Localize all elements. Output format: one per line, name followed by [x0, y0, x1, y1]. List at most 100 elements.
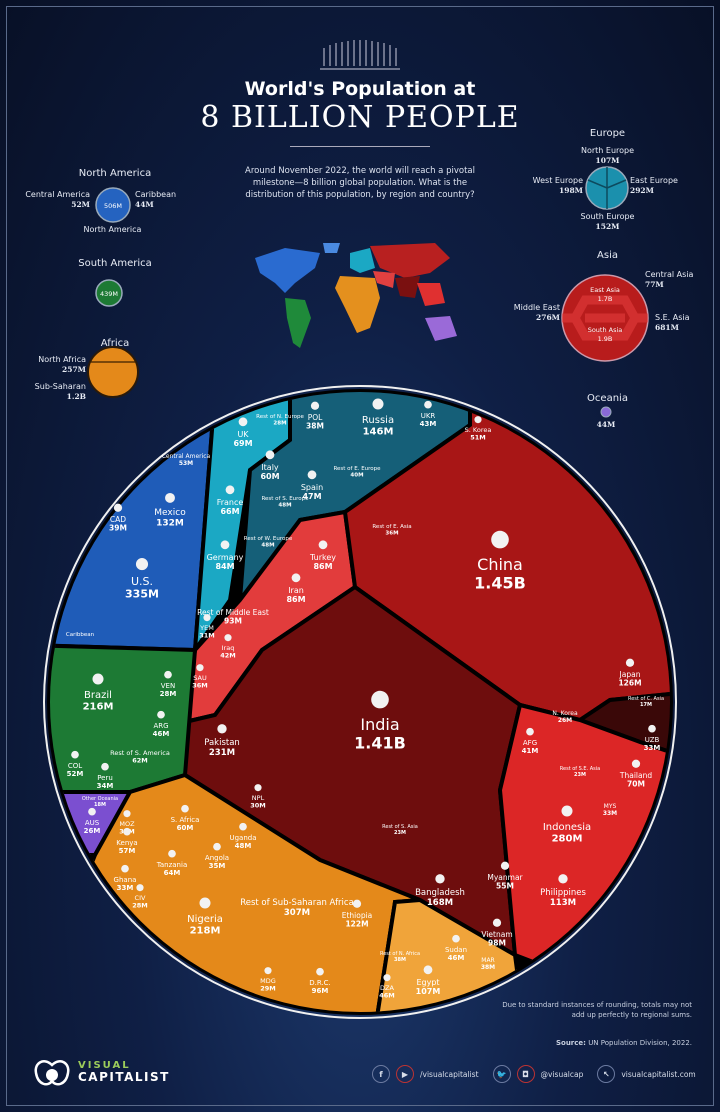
flag-icon — [101, 762, 109, 771]
handle-visualcapitalist[interactable]: /visualcapitalist — [420, 1069, 479, 1079]
sa-title: South America — [78, 258, 152, 269]
facebook-icon[interactable]: f — [372, 1065, 390, 1083]
youtube-icon[interactable]: ▶ — [396, 1065, 414, 1083]
cell-name: Rest of S. America — [110, 749, 170, 757]
website-link[interactable]: visualcapitalist.com — [621, 1069, 696, 1079]
me-value: 276M — [536, 313, 560, 322]
ss-africa-name: Sub-Saharan — [34, 382, 86, 391]
flag-icon — [164, 670, 172, 679]
cell-name: Iraq — [222, 644, 235, 652]
cell-value: 29M — [260, 984, 276, 992]
cell-value: 40M — [350, 472, 363, 478]
cell-name: VEN — [161, 682, 175, 690]
cell-value: 216M — [83, 702, 114, 713]
flag-icon — [165, 492, 175, 503]
cell-d-r-c-: D.R.C.96M — [309, 967, 331, 995]
na-africa-name: North Africa — [38, 355, 86, 364]
twitter-icon[interactable]: 🐦 — [492, 1065, 511, 1083]
cell-name: Rest of E. Asia — [372, 524, 411, 530]
cell-value: 57M — [119, 847, 136, 855]
na-caribbean-name: Caribbean — [135, 190, 177, 199]
cell-value: 36M — [385, 530, 398, 536]
cell-value: 43M — [420, 420, 437, 428]
flag-icon — [383, 974, 391, 982]
na-circle — [95, 187, 131, 223]
flag-icon — [220, 540, 230, 550]
flag-icon — [526, 727, 534, 736]
cell-value: 17M — [640, 702, 652, 708]
cell-value: 146M — [363, 427, 394, 438]
south-asia-value: 1.9B — [598, 335, 613, 343]
flag-icon — [71, 750, 79, 759]
cell-value: 335M — [125, 588, 159, 601]
cell-value: 48M — [235, 842, 252, 850]
cell-name: D.R.C. — [309, 979, 331, 987]
cell-value: 53M — [179, 460, 193, 467]
oceania-total: 44M — [596, 420, 616, 429]
cell-name: Rest of S.E. Asia — [560, 766, 600, 772]
cell-name: Brazil — [84, 690, 112, 701]
flag-icon — [121, 864, 129, 873]
visual-capitalist-logo[interactable]: VISUAL CAPITALIST — [32, 1055, 170, 1089]
s-europe-name: South Europe — [580, 212, 635, 221]
cell-value: 38M — [394, 957, 406, 963]
cell-name: Uganda — [229, 834, 256, 842]
flag-icon — [196, 664, 204, 672]
cell-value: 98M — [488, 939, 506, 948]
cell-value: 52M — [67, 770, 84, 778]
flag-icon — [500, 861, 510, 870]
flag-icon — [264, 967, 272, 975]
flag-icon — [157, 710, 165, 719]
cell-value: 28M — [273, 420, 286, 426]
flag-icon — [239, 822, 247, 831]
flag-icon — [291, 573, 301, 583]
w-europe-name: West Europe — [532, 176, 583, 185]
flag-icon — [217, 724, 227, 734]
cell-name: MAR — [481, 957, 494, 964]
flag-icon — [318, 540, 328, 550]
n-europe-name: North Europe — [580, 146, 635, 155]
cell-value: 86M — [286, 595, 305, 604]
cell-name: Bangladesh — [415, 888, 465, 898]
handle-visualcap[interactable]: @visualcap — [540, 1069, 584, 1079]
cell-value: 55M — [496, 882, 514, 891]
flag-icon — [491, 530, 509, 549]
se-asia-name: S.E. Asia — [655, 313, 690, 322]
cell-value: 33M — [644, 744, 661, 752]
instagram-icon[interactable]: ◘ — [516, 1065, 535, 1083]
cell-name: MDG — [260, 977, 276, 985]
east-asia-name: East Asia — [590, 286, 620, 294]
flag-icon — [181, 804, 189, 813]
cell-value: 64M — [164, 869, 181, 877]
flag-icon — [561, 805, 573, 817]
cell-value: 1.41B — [354, 733, 406, 752]
cell-name: Ethiopia — [342, 911, 373, 920]
cell-name: Russia — [362, 415, 394, 426]
source-label: Source: — [555, 1039, 586, 1047]
cursor-icon[interactable]: ↖ — [597, 1065, 616, 1083]
